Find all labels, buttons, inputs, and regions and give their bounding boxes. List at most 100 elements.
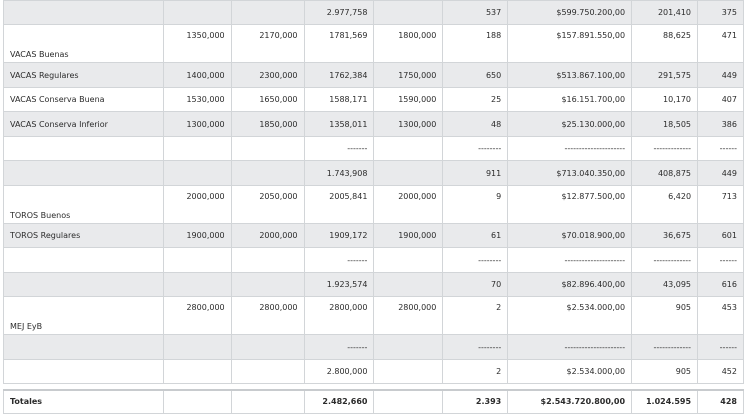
table-row: ------- -------- --------------------- ----… <box>3 247 744 273</box>
amount-cell: $2.534.000,00 <box>507 359 633 384</box>
amount-cell: --------------------- <box>507 136 633 161</box>
avg-weight-cell: 471 <box>697 24 744 63</box>
amount-cell: $16.151.700,00 <box>507 87 633 112</box>
category-cell: VACAS Regulares <box>3 62 164 88</box>
category-cell: VACAS Conserva Buena <box>3 87 164 112</box>
min-price-cell: 1900,000 <box>162 223 232 248</box>
totals-label: Totales <box>3 388 164 414</box>
table-row: VACAS Conserva Buena 1530,000 1650,000 1588… <box>3 87 744 112</box>
amount-cell: $599.750.200,00 <box>507 0 633 25</box>
min-price-cell <box>162 272 232 297</box>
spacer-row <box>3 383 744 390</box>
min-price-cell <box>162 334 232 360</box>
avg-price-cell: 1762,384 <box>303 62 375 88</box>
weight-cell: 18,505 <box>631 111 699 137</box>
avg-weight-cell: 453 <box>697 296 744 335</box>
head-count-cell: -------- <box>442 334 509 360</box>
amount-cell: --------------------- <box>507 334 633 360</box>
mode-price-cell <box>373 0 444 25</box>
table-row: ------- -------- --------------------- ----… <box>3 136 744 161</box>
avg-weight-cell: ------ <box>697 334 744 360</box>
head-count-cell: 25 <box>442 87 509 112</box>
max-price-cell: 2800,000 <box>230 296 305 335</box>
table-row: ------- -------- --------------------- ----… <box>3 334 744 360</box>
mode-price-cell <box>373 136 444 161</box>
max-price-cell: 2050,000 <box>230 185 305 224</box>
amount-cell: $25.130.000,00 <box>507 111 633 137</box>
mode-price-cell: 2800,000 <box>373 296 444 335</box>
max-price-cell <box>230 0 305 25</box>
avg-weight-cell: ------ <box>697 136 744 161</box>
category-cell: TOROS Regulares <box>3 223 164 248</box>
weight-cell: 201,410 <box>631 0 699 25</box>
category-cell: MEJ EyB <box>3 296 164 335</box>
mode-price-cell <box>373 359 444 384</box>
weight-cell: 43,095 <box>631 272 699 297</box>
weight-cell: ------------- <box>631 247 699 273</box>
mode-price-cell: 1750,000 <box>373 62 444 88</box>
head-count-cell: 48 <box>442 111 509 137</box>
max-price-cell <box>230 388 305 414</box>
weight-cell: ------------- <box>631 136 699 161</box>
avg-weight-cell: 616 <box>697 272 744 297</box>
table-body: 2.977,758 537 $599.750.200,00 201,410 375 VAC… <box>3 0 744 414</box>
mode-price-cell: 1590,000 <box>373 87 444 112</box>
category-cell <box>3 136 164 161</box>
max-price-cell <box>230 160 305 186</box>
avg-weight-cell: 601 <box>697 223 744 248</box>
amount-cell: --------------------- <box>507 247 633 273</box>
max-price-cell <box>230 272 305 297</box>
head-count-cell: 2.393 <box>442 388 509 414</box>
spacer-cell <box>3 383 744 390</box>
head-count-cell: 2 <box>442 359 509 384</box>
mode-price-cell: 1300,000 <box>373 111 444 137</box>
avg-price-cell: 1.743,908 <box>303 160 375 186</box>
category-cell <box>3 272 164 297</box>
head-count-cell: 61 <box>442 223 509 248</box>
max-price-cell: 1650,000 <box>230 87 305 112</box>
avg-price-cell: 2.977,758 <box>303 0 375 25</box>
table-row: MEJ EyB 2800,000 2800,000 2800,000 2800,000 2… <box>3 296 744 335</box>
weight-cell: 905 <box>631 359 699 384</box>
avg-weight-cell: 428 <box>697 388 744 414</box>
avg-price-cell: 1909,172 <box>303 223 375 248</box>
avg-price-cell: ------- <box>303 136 375 161</box>
min-price-cell: 1530,000 <box>162 87 232 112</box>
min-price-cell <box>162 247 232 273</box>
table-row: 2.800,000 2 $2.534.000,00 905 452 <box>3 359 744 384</box>
avg-price-cell: 2800,000 <box>303 296 375 335</box>
weight-cell: 905 <box>631 296 699 335</box>
head-count-cell: 2 <box>442 296 509 335</box>
amount-cell: $82.896.400,00 <box>507 272 633 297</box>
mode-price-cell <box>373 160 444 186</box>
min-price-cell: 1300,000 <box>162 111 232 137</box>
weight-cell: ------------- <box>631 334 699 360</box>
mode-price-cell: 1900,000 <box>373 223 444 248</box>
amount-cell: $70.018.900,00 <box>507 223 633 248</box>
category-cell: TOROS Buenos <box>3 185 164 224</box>
avg-price-cell: 2005,841 <box>303 185 375 224</box>
amount-cell: $513.867.100,00 <box>507 62 633 88</box>
avg-weight-cell: 449 <box>697 160 744 186</box>
max-price-cell <box>230 247 305 273</box>
mode-price-cell <box>373 247 444 273</box>
min-price-cell: 1400,000 <box>162 62 232 88</box>
max-price-cell <box>230 136 305 161</box>
avg-weight-cell: 449 <box>697 62 744 88</box>
weight-cell: 408,875 <box>631 160 699 186</box>
category-cell: VACAS Conserva Inferior <box>3 111 164 137</box>
mode-price-cell <box>373 272 444 297</box>
min-price-cell <box>162 136 232 161</box>
table-row: VACAS Conserva Inferior 1300,000 1850,000 1… <box>3 111 744 137</box>
avg-weight-cell: 452 <box>697 359 744 384</box>
amount-cell: $2.534.000,00 <box>507 296 633 335</box>
mode-price-cell: 1800,000 <box>373 24 444 63</box>
head-count-cell: -------- <box>442 136 509 161</box>
avg-price-cell: 1781,569 <box>303 24 375 63</box>
head-count-cell: -------- <box>442 247 509 273</box>
avg-weight-cell: ------ <box>697 247 744 273</box>
amount-cell: $157.891.550,00 <box>507 24 633 63</box>
max-price-cell: 2170,000 <box>230 24 305 63</box>
min-price-cell: 2000,000 <box>162 185 232 224</box>
min-price-cell <box>162 359 232 384</box>
